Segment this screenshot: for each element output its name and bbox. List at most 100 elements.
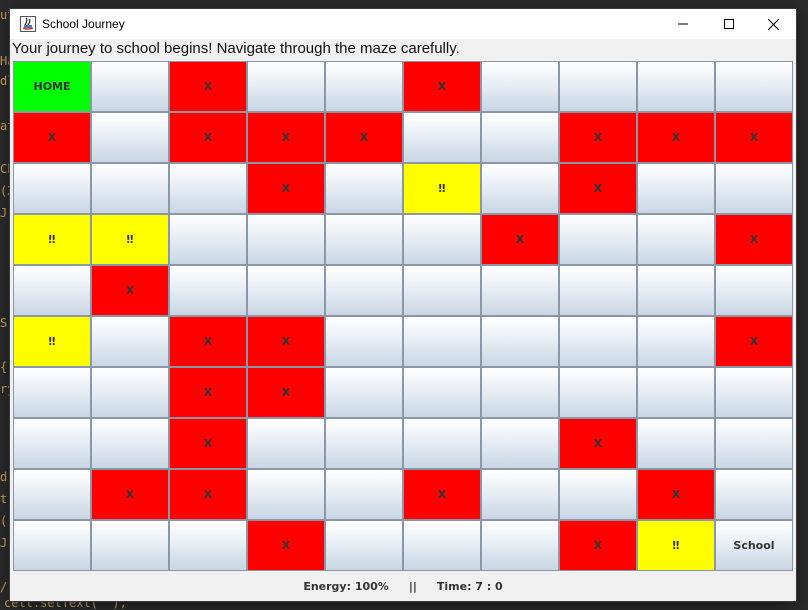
- maze-cell[interactable]: X: [715, 214, 793, 265]
- maze-cell[interactable]: School: [715, 520, 793, 571]
- maze-cell[interactable]: [715, 265, 793, 316]
- maze-cell[interactable]: [559, 61, 637, 112]
- maze-cell[interactable]: [247, 265, 325, 316]
- maze-cell[interactable]: [325, 61, 403, 112]
- maze-cell[interactable]: [715, 469, 793, 520]
- maze-cell[interactable]: [91, 367, 169, 418]
- maze-cell[interactable]: X: [169, 112, 247, 163]
- maze-cell[interactable]: X: [481, 214, 559, 265]
- maze-cell[interactable]: [169, 214, 247, 265]
- maze-cell[interactable]: [715, 418, 793, 469]
- maze-cell[interactable]: [715, 163, 793, 214]
- maze-cell[interactable]: [325, 265, 403, 316]
- maze-cell[interactable]: [13, 520, 91, 571]
- maze-cell[interactable]: [325, 163, 403, 214]
- close-button[interactable]: [750, 9, 796, 39]
- maze-cell[interactable]: X: [247, 520, 325, 571]
- maze-cell[interactable]: ‼: [403, 163, 481, 214]
- maze-cell[interactable]: X: [715, 112, 793, 163]
- maze-cell[interactable]: [91, 112, 169, 163]
- maze-cell[interactable]: [559, 316, 637, 367]
- maze-cell[interactable]: X: [559, 112, 637, 163]
- maze-cell[interactable]: ‼: [91, 214, 169, 265]
- maze-cell[interactable]: X: [715, 316, 793, 367]
- maze-cell[interactable]: [91, 418, 169, 469]
- maze-cell[interactable]: [715, 367, 793, 418]
- maze-cell[interactable]: [403, 316, 481, 367]
- maze-cell[interactable]: [13, 469, 91, 520]
- maze-cell[interactable]: [637, 418, 715, 469]
- maze-cell[interactable]: [559, 214, 637, 265]
- maze-cell[interactable]: [169, 520, 247, 571]
- maze-cell[interactable]: [325, 214, 403, 265]
- maze-cell[interactable]: [247, 214, 325, 265]
- maze-cell[interactable]: [169, 163, 247, 214]
- maze-cell[interactable]: HOME: [13, 61, 91, 112]
- maze-cell[interactable]: [403, 112, 481, 163]
- maze-cell[interactable]: X: [637, 112, 715, 163]
- maze-cell[interactable]: [91, 163, 169, 214]
- maze-cell[interactable]: [481, 163, 559, 214]
- maze-cell[interactable]: [637, 265, 715, 316]
- maze-cell[interactable]: [403, 418, 481, 469]
- maze-cell[interactable]: [481, 112, 559, 163]
- maze-cell[interactable]: [481, 418, 559, 469]
- maze-cell[interactable]: [403, 214, 481, 265]
- maze-cell[interactable]: [481, 265, 559, 316]
- maze-cell[interactable]: [169, 265, 247, 316]
- maze-cell[interactable]: [637, 214, 715, 265]
- maze-cell[interactable]: [403, 367, 481, 418]
- maze-cell[interactable]: X: [247, 163, 325, 214]
- maze-cell[interactable]: X: [91, 469, 169, 520]
- maze-cell[interactable]: X: [637, 469, 715, 520]
- maze-cell[interactable]: X: [169, 61, 247, 112]
- maze-cell[interactable]: X: [247, 112, 325, 163]
- maze-cell[interactable]: [247, 61, 325, 112]
- maze-cell[interactable]: [559, 367, 637, 418]
- maze-cell[interactable]: X: [13, 112, 91, 163]
- maze-cell[interactable]: [247, 469, 325, 520]
- maze-cell[interactable]: X: [559, 418, 637, 469]
- title-bar[interactable]: School Journey: [10, 9, 796, 39]
- maze-cell[interactable]: X: [559, 163, 637, 214]
- maze-cell[interactable]: [637, 316, 715, 367]
- maze-cell[interactable]: X: [403, 469, 481, 520]
- maze-cell[interactable]: [91, 316, 169, 367]
- maze-cell[interactable]: [481, 61, 559, 112]
- maze-cell[interactable]: [637, 367, 715, 418]
- maze-cell[interactable]: X: [169, 469, 247, 520]
- maze-cell[interactable]: [559, 265, 637, 316]
- maze-cell[interactable]: [403, 265, 481, 316]
- maze-cell[interactable]: X: [247, 367, 325, 418]
- maze-cell[interactable]: [91, 520, 169, 571]
- maze-cell[interactable]: [325, 418, 403, 469]
- maze-cell[interactable]: ‼: [637, 520, 715, 571]
- maze-cell[interactable]: X: [403, 61, 481, 112]
- maze-cell[interactable]: [325, 520, 403, 571]
- maze-cell[interactable]: [715, 61, 793, 112]
- maze-cell[interactable]: [481, 520, 559, 571]
- maze-cell[interactable]: X: [325, 112, 403, 163]
- maze-cell[interactable]: [481, 469, 559, 520]
- maze-cell[interactable]: [13, 163, 91, 214]
- maze-cell[interactable]: X: [169, 367, 247, 418]
- maze-cell[interactable]: [325, 367, 403, 418]
- maze-cell[interactable]: X: [91, 265, 169, 316]
- maze-cell[interactable]: [13, 367, 91, 418]
- maze-cell[interactable]: [325, 316, 403, 367]
- maze-cell[interactable]: [325, 469, 403, 520]
- maze-cell[interactable]: [481, 367, 559, 418]
- maze-cell[interactable]: [403, 520, 481, 571]
- maze-cell[interactable]: X: [169, 316, 247, 367]
- minimize-button[interactable]: [660, 9, 706, 39]
- maze-cell[interactable]: [13, 418, 91, 469]
- maze-cell[interactable]: [91, 61, 169, 112]
- maze-cell[interactable]: ‼: [13, 214, 91, 265]
- maze-cell[interactable]: [637, 61, 715, 112]
- maze-cell[interactable]: X: [559, 520, 637, 571]
- maze-cell[interactable]: [13, 265, 91, 316]
- maze-cell[interactable]: [481, 316, 559, 367]
- maximize-button[interactable]: [706, 9, 752, 39]
- maze-cell[interactable]: X: [247, 316, 325, 367]
- maze-cell[interactable]: X: [169, 418, 247, 469]
